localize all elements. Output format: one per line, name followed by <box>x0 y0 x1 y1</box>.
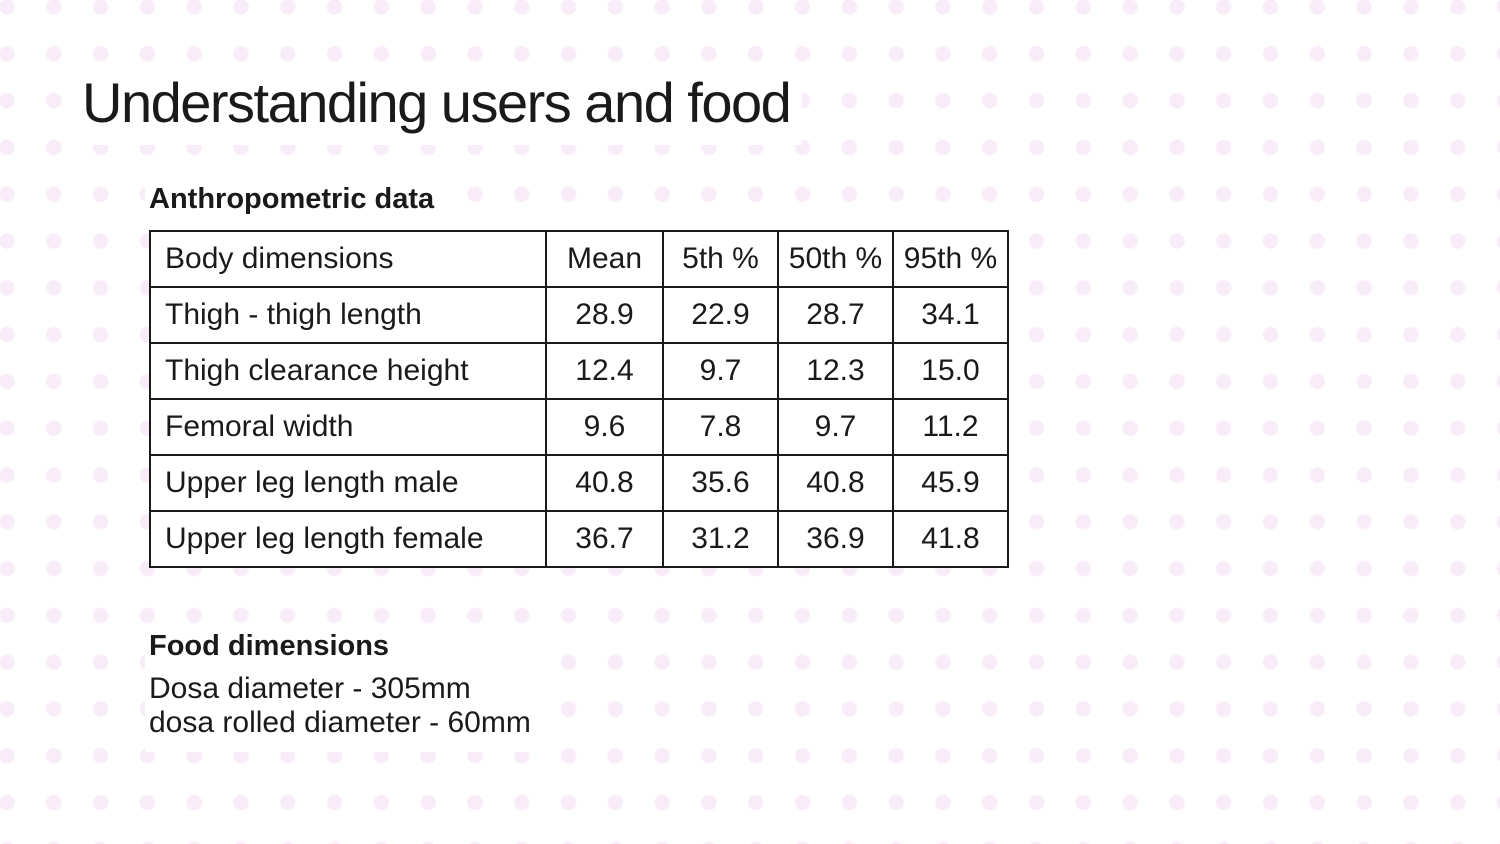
column-header-95th-pct: 95th % <box>892 230 1009 288</box>
table-row: Upper leg length female 36.7 31.2 36.9 4… <box>149 510 1009 568</box>
value-cell: 41.8 <box>892 510 1009 568</box>
table-row: Femoral width 9.6 7.8 9.7 11.2 <box>149 398 1009 456</box>
value-cell: 31.2 <box>662 510 779 568</box>
value-cell: 40.8 <box>545 454 664 512</box>
food-dimensions-block: Food dimensions Dosa diameter - 305mm do… <box>145 626 549 752</box>
value-cell: 22.9 <box>662 286 779 344</box>
value-cell: 36.9 <box>777 510 894 568</box>
value-cell: 15.0 <box>892 342 1009 400</box>
food-line-dosa-rolled-diameter: dosa rolled diameter - 60mm <box>149 706 531 739</box>
value-cell: 12.4 <box>545 342 664 400</box>
table-row: Thigh - thigh length 28.9 22.9 28.7 34.1 <box>149 286 1009 344</box>
column-header-body-dimensions: Body dimensions <box>149 230 547 288</box>
row-label-cell: Thigh - thigh length <box>149 286 547 344</box>
value-cell: 11.2 <box>892 398 1009 456</box>
column-header-50th-pct: 50th % <box>777 230 894 288</box>
value-cell: 40.8 <box>777 454 894 512</box>
row-label-cell: Upper leg length male <box>149 454 547 512</box>
page-title: Understanding users and food <box>76 64 803 145</box>
value-cell: 9.7 <box>662 342 779 400</box>
row-label-cell: Femoral width <box>149 398 547 456</box>
value-cell: 36.7 <box>545 510 664 568</box>
value-cell: 34.1 <box>892 286 1009 344</box>
row-label-cell: Thigh clearance height <box>149 342 547 400</box>
value-cell: 12.3 <box>777 342 894 400</box>
value-cell: 35.6 <box>662 454 779 512</box>
table-row: Upper leg length male 40.8 35.6 40.8 45.… <box>149 454 1009 512</box>
food-line-dosa-diameter: Dosa diameter - 305mm <box>149 672 471 705</box>
section-heading-food-dimensions: Food dimensions <box>149 630 531 663</box>
anthropometric-table: Body dimensions Mean 5th % 50th % 95th %… <box>149 230 1009 568</box>
table-row: Thigh clearance height 12.4 9.7 12.3 15.… <box>149 342 1009 400</box>
value-cell: 9.7 <box>777 398 894 456</box>
column-header-mean: Mean <box>545 230 664 288</box>
value-cell: 45.9 <box>892 454 1009 512</box>
row-label-cell: Upper leg length female <box>149 510 547 568</box>
column-header-5th-pct: 5th % <box>662 230 779 288</box>
value-cell: 28.9 <box>545 286 664 344</box>
table-header-row: Body dimensions Mean 5th % 50th % 95th % <box>149 230 1009 288</box>
value-cell: 7.8 <box>662 398 779 456</box>
value-cell: 28.7 <box>777 286 894 344</box>
section-heading-anthropometric-data: Anthropometric data <box>145 179 449 220</box>
value-cell: 9.6 <box>545 398 664 456</box>
